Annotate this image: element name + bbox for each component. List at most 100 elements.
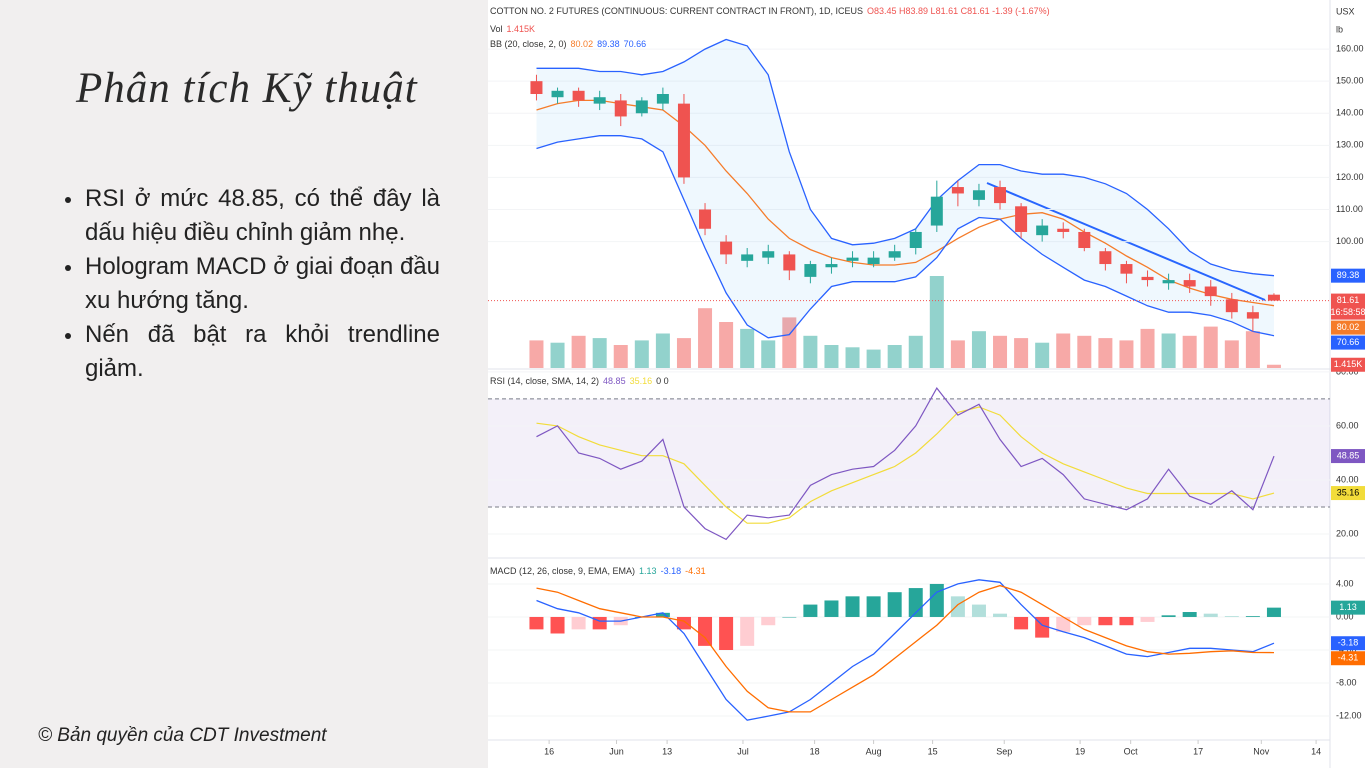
candle-body [951, 187, 964, 194]
header: MACD (12, 26, close, 9, EMA, EMA) 1.13 -3.… [490, 566, 706, 576]
unit-label: lb [1336, 24, 1343, 34]
signal-value: -4.31 [685, 566, 706, 576]
bb-fill [536, 39, 1274, 338]
candle-body [930, 196, 943, 226]
volume-bar [529, 340, 544, 368]
candle-body [972, 190, 985, 200]
x-tick-label: 15 [928, 746, 938, 756]
candle-body [677, 103, 690, 178]
histogram-bar [950, 596, 965, 617]
histogram-bar [740, 616, 755, 646]
candle-body [994, 187, 1007, 204]
y-tick-label: 140.00 [1336, 108, 1364, 118]
x-tick-label: 17 [1193, 746, 1203, 756]
y-tick-label: 160.00 [1336, 43, 1364, 53]
y-tick-label: 100.00 [1336, 236, 1364, 246]
candle-body [1057, 228, 1070, 232]
histogram-bar [1140, 616, 1155, 622]
candle-body [762, 251, 775, 258]
volume-bar [803, 335, 818, 368]
x-tick-label: Nov [1253, 746, 1270, 756]
y-tick-label: 0.00 [1336, 611, 1354, 621]
histogram-bar [887, 592, 902, 617]
y-tick-label: 110.00 [1336, 204, 1363, 214]
candle-body [1036, 225, 1049, 236]
axis-badge [1331, 636, 1365, 651]
bb-line [536, 99, 1275, 307]
axis-badge [1331, 268, 1365, 283]
axis-badge-label: 81.61 [1337, 295, 1360, 305]
rsi-title: RSI (14, close, SMA, 14, 2) [490, 376, 599, 386]
candle-body [1078, 231, 1091, 249]
volume-title: Vol [490, 24, 503, 34]
x-tick-label: 19 [1075, 746, 1085, 756]
histogram-bar [1077, 616, 1092, 626]
candle-body [656, 94, 669, 104]
bullet-list: RSI ở mức 48.85, có thể đây là dấu hiệu … [62, 182, 440, 386]
axis-badge-label: 80.02 [1337, 322, 1360, 332]
volume-bar [1035, 342, 1050, 368]
volume-bar [592, 338, 607, 368]
volume-bar [1203, 326, 1218, 368]
macd-value: -3.18 [661, 566, 682, 576]
y-tick-label: -12.00 [1336, 710, 1362, 720]
axis-badge [1331, 357, 1365, 372]
histogram-bar [971, 604, 986, 617]
histogram-bar [1161, 615, 1176, 617]
histogram-bar [1224, 616, 1239, 617]
candle-body [1162, 280, 1175, 284]
candle-body [572, 90, 585, 101]
macd-hist-value: 1.13 [639, 566, 657, 576]
candle-body [867, 257, 880, 265]
volume-bar [698, 308, 713, 368]
y-tick-label: 130.00 [1336, 140, 1364, 150]
volume-value: 1.415K [507, 24, 536, 34]
y-tick-label: 120.00 [1336, 172, 1364, 182]
histogram-bar [571, 616, 586, 630]
volume-bar [634, 340, 649, 368]
histogram-bar [676, 616, 691, 630]
rsi-line [536, 387, 1275, 541]
axis-badge [1331, 449, 1365, 464]
rsi-sma-value: 35.16 [630, 376, 653, 386]
header: COTTON NO. 2 FUTURES (CONTINUOUS: CURREN… [490, 6, 1050, 16]
header: Vol 1.415K [490, 24, 535, 34]
volume-bar [1119, 340, 1134, 368]
axis-badge-label: -3.18 [1338, 638, 1359, 648]
candle-body [614, 100, 627, 117]
y-tick-label: 4.00 [1336, 578, 1354, 588]
histogram-bar [1098, 616, 1113, 626]
bullet: Nến đã bật ra khỏi trendline giảm. [62, 318, 440, 386]
histogram-bar [698, 616, 713, 646]
candle-body [1183, 280, 1196, 287]
x-tick-label: 16 [544, 746, 554, 756]
volume-bar [655, 333, 670, 368]
axis-badge [1331, 486, 1365, 501]
volume-bar [571, 335, 586, 368]
y-tick-label: 20.00 [1336, 528, 1359, 538]
axis-badge-label: 1.13 [1339, 602, 1357, 612]
histogram-bar [803, 604, 818, 617]
histogram-bar [1119, 616, 1134, 626]
header: RSI (14, close, SMA, 14, 2) 48.85 35.16 0 0 [490, 376, 669, 386]
signal-line [536, 584, 1275, 713]
volume-bar [1098, 338, 1113, 368]
axis-badge-label: 70.66 [1337, 337, 1360, 347]
histogram-bar [550, 616, 565, 634]
candle-body [741, 254, 754, 261]
histogram-bar [529, 616, 544, 630]
candle-body [593, 97, 606, 104]
volume-bar [550, 342, 565, 368]
bb-value: 80.02 [571, 39, 594, 49]
candle-body [804, 264, 817, 277]
x-tick-label: 14 [1311, 746, 1321, 756]
y-tick-label: -8.00 [1336, 677, 1357, 687]
volume-bar [613, 345, 628, 368]
header: BB (20, close, 2, 0) 80.02 89.38 70.66 [490, 39, 646, 49]
volume-bar [1182, 335, 1197, 368]
candle-body [720, 241, 733, 255]
axis-badge [1331, 600, 1365, 615]
y-tick-label: 150.00 [1336, 76, 1364, 86]
histogram-bar [1203, 613, 1218, 617]
candle-body [635, 100, 648, 114]
